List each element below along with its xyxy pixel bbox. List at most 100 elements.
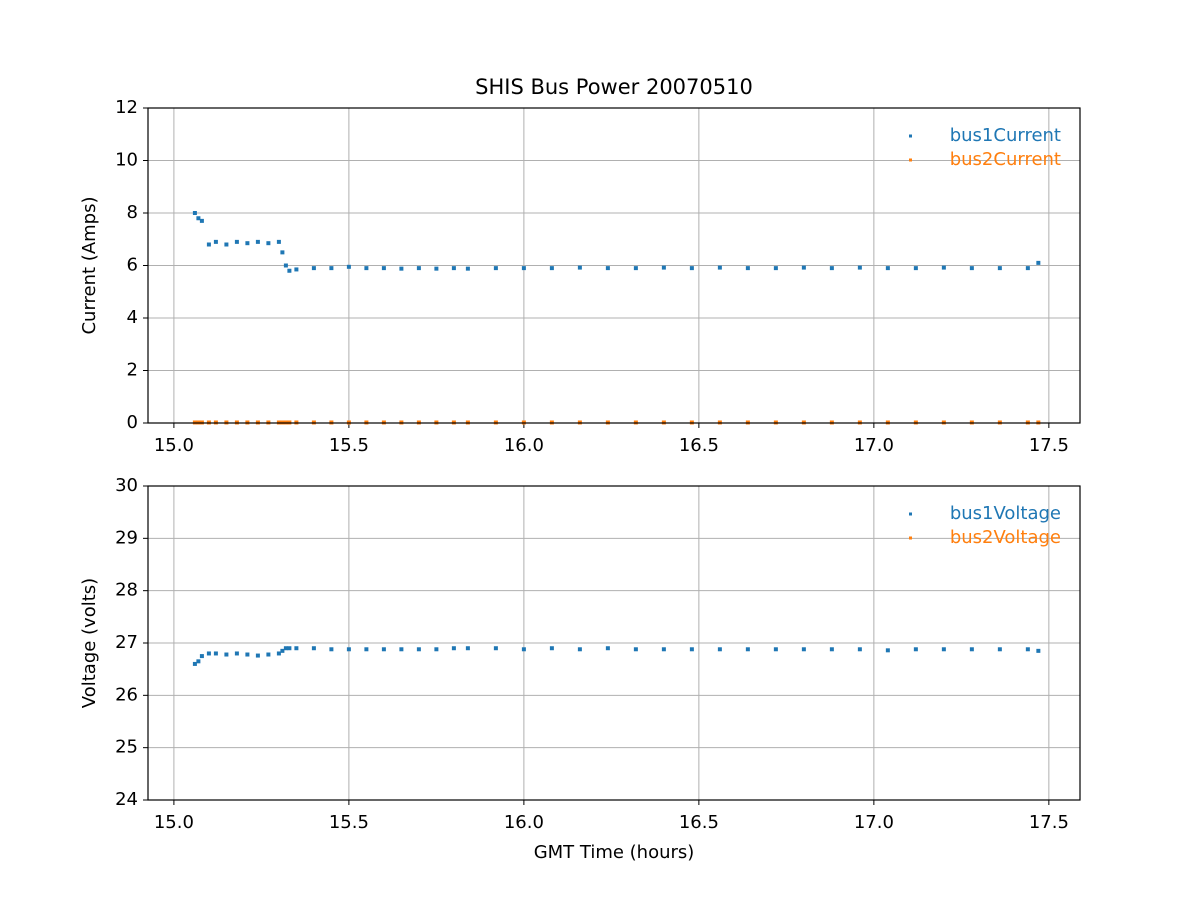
point: [829, 266, 834, 271]
point: [745, 266, 750, 271]
point: [199, 218, 204, 223]
legend-marker: [909, 512, 912, 516]
x-tick-label: 17.0: [854, 435, 894, 456]
point: [633, 647, 638, 652]
point: [311, 646, 316, 651]
point: [434, 647, 439, 652]
x-tick-label: 16.0: [504, 812, 544, 833]
point: [941, 265, 946, 270]
axes-frame: [147, 107, 1081, 424]
x-tick-label: 15.0: [154, 435, 194, 456]
point: [311, 266, 316, 271]
axes-frame: [147, 485, 1081, 801]
point: [577, 647, 582, 652]
y-tick-label: 4: [127, 307, 138, 328]
point: [255, 239, 260, 244]
point: [329, 647, 334, 652]
y-tick-label: 6: [127, 255, 138, 276]
point: [857, 647, 862, 652]
point: [381, 266, 386, 271]
point: [329, 266, 334, 271]
point: [493, 646, 498, 651]
point: [234, 651, 239, 656]
point: [276, 239, 281, 244]
point: [745, 647, 750, 652]
point: [346, 647, 351, 652]
point: [224, 242, 229, 247]
point: [605, 646, 610, 651]
point: [224, 652, 229, 657]
x-tick-label: 15.0: [154, 812, 194, 833]
point: [451, 646, 456, 651]
point: [399, 647, 404, 652]
point: [1025, 266, 1030, 271]
point: [196, 216, 201, 221]
chart-title: SHIS Bus Power 20070510: [475, 75, 753, 99]
point: [255, 653, 260, 658]
point: [941, 647, 946, 652]
point: [1036, 648, 1041, 653]
x-tick-label: 15.5: [329, 435, 369, 456]
y-tick-label: 27: [115, 632, 138, 653]
point: [416, 647, 421, 652]
point: [773, 266, 778, 271]
x-tick-label: 17.0: [854, 812, 894, 833]
point: [283, 263, 288, 268]
y-tick-label: 10: [115, 150, 138, 171]
point: [1036, 260, 1041, 265]
y-axis-label: Voltage (volts): [79, 578, 100, 708]
y-tick-label: 30: [115, 475, 138, 496]
point: [913, 647, 918, 652]
y-axis-label: Current (Amps): [79, 196, 100, 334]
point: [364, 647, 369, 652]
point: [857, 265, 862, 270]
point: [969, 647, 974, 652]
point: [717, 265, 722, 270]
point: [997, 647, 1002, 652]
point: [773, 647, 778, 652]
point: [885, 648, 890, 653]
y-tick-label: 25: [115, 737, 138, 758]
legend-label: bus2Current: [950, 149, 1061, 170]
legend-marker: [909, 158, 912, 162]
y-tick-label: 26: [115, 684, 138, 705]
point: [206, 242, 211, 247]
point: [346, 264, 351, 269]
point: [521, 266, 526, 271]
point: [287, 268, 292, 273]
point: [213, 651, 218, 656]
point: [633, 266, 638, 271]
y-tick-label: 24: [115, 789, 138, 810]
point: [549, 646, 554, 651]
point: [283, 646, 288, 651]
point: [280, 250, 285, 255]
point: [913, 266, 918, 271]
x-tick-label: 16.5: [679, 812, 719, 833]
point: [801, 647, 806, 652]
y-tick-label: 0: [127, 412, 138, 433]
x-tick-label: 15.5: [329, 812, 369, 833]
point: [199, 654, 204, 659]
point: [577, 265, 582, 270]
point: [280, 648, 285, 653]
legend-marker: [909, 134, 912, 138]
legend-label: bus1Voltage: [950, 503, 1061, 524]
point: [434, 266, 439, 271]
x-axis-label: GMT Time (hours): [534, 842, 695, 863]
point: [451, 266, 456, 271]
point: [997, 266, 1002, 271]
point: [689, 647, 694, 652]
point: [276, 651, 281, 656]
point: [661, 647, 666, 652]
point: [493, 266, 498, 271]
point: [294, 646, 299, 651]
point: [206, 651, 211, 656]
point: [465, 266, 470, 271]
point: [661, 265, 666, 270]
point: [245, 652, 250, 657]
x-tick-label: 16.0: [504, 435, 544, 456]
point: [399, 266, 404, 271]
point: [266, 652, 271, 657]
